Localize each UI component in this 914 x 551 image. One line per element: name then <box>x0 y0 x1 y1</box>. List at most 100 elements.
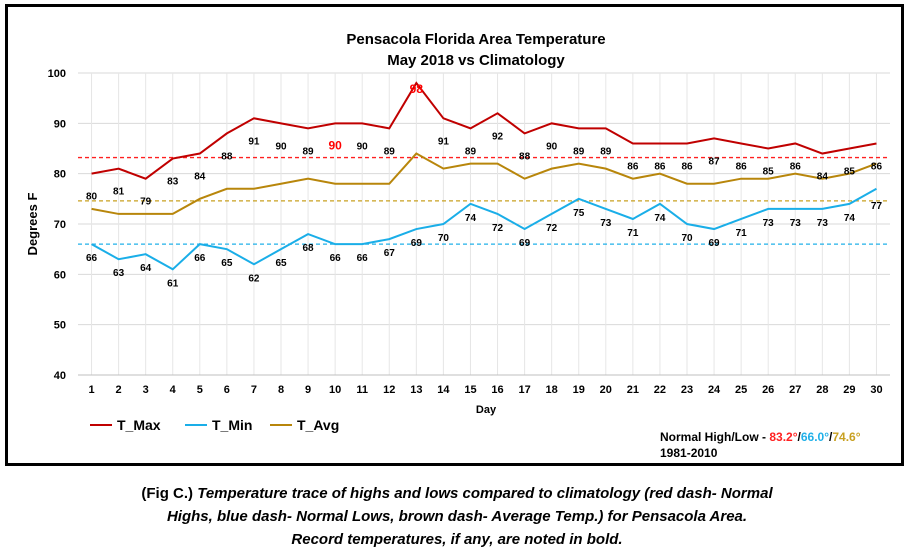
temperature-chart: Pensacola Florida Area Temperature May 20… <box>25 31 890 460</box>
x-tick-label: 26 <box>762 384 774 396</box>
data-label-tmax: 86 <box>627 161 639 172</box>
data-label-tmax: 80 <box>86 192 98 203</box>
data-label-tmin: 71 <box>736 228 748 239</box>
x-tick-label: 21 <box>627 384 639 396</box>
y-tick-label: 90 <box>54 118 66 130</box>
data-label-tmax: 91 <box>248 136 260 147</box>
data-label-tmax: 89 <box>384 146 396 157</box>
data-label-tmax: 86 <box>681 161 693 172</box>
x-tick-label: 4 <box>170 384 177 396</box>
data-label-tmax: 90 <box>275 141 287 152</box>
data-label-tmax: 84 <box>817 172 829 183</box>
data-label-tmax: 81 <box>113 187 125 198</box>
data-label-tmax: 90 <box>357 141 369 152</box>
x-tick-label: 10 <box>329 384 341 396</box>
x-tick-label: 20 <box>600 384 612 396</box>
data-label-tmax: 84 <box>194 172 206 183</box>
data-label-tmin: 62 <box>248 273 260 284</box>
data-label-tmin: 66 <box>194 253 206 264</box>
data-label-tmin: 66 <box>330 253 342 264</box>
data-label-tmin: 72 <box>546 223 558 234</box>
x-tick-label: 29 <box>843 384 855 396</box>
data-label-tmin: 74 <box>465 213 477 224</box>
legend-label: T_Min <box>212 417 252 433</box>
data-label-tmax: 88 <box>519 151 531 162</box>
data-label-tmax: 89 <box>465 146 477 157</box>
data-label-tmin: 74 <box>654 213 666 224</box>
y-tick-label: 60 <box>54 269 66 281</box>
data-label-tmin: 77 <box>871 201 883 212</box>
data-label-tmax: 90 <box>328 138 342 152</box>
x-tick-label: 15 <box>464 384 476 396</box>
data-label-tmin: 69 <box>709 238 721 249</box>
series-line-t-avg <box>91 152 877 215</box>
data-label-tmax: 85 <box>844 167 856 178</box>
data-label-tmin: 70 <box>681 233 693 244</box>
data-label-tmin: 66 <box>357 253 369 264</box>
series-line-t-max <box>91 81 877 180</box>
x-tick-label: 24 <box>708 384 721 396</box>
y-axis-label: Degrees F <box>25 193 40 256</box>
x-tick-label: 12 <box>383 384 395 396</box>
data-label-tmin: 69 <box>411 238 423 249</box>
data-label-tmin: 63 <box>113 268 125 279</box>
x-tick-label: 28 <box>816 384 828 396</box>
data-label-tmax: 86 <box>871 161 883 172</box>
data-label-tmax: 91 <box>438 136 450 147</box>
data-label-tmin: 61 <box>167 278 179 289</box>
caption-lead: (Fig C.) <box>141 485 198 502</box>
data-label-tmin: 68 <box>303 243 315 254</box>
x-tick-label: 16 <box>491 384 503 396</box>
normals-annotation-part: Normal High/Low - <box>660 430 769 444</box>
data-label-tmax: 89 <box>303 146 315 157</box>
caption-line-1: (Fig C.) Temperature trace of highs and … <box>0 482 914 505</box>
chart-title: Pensacola Florida Area Temperature <box>346 31 605 48</box>
y-tick-label: 40 <box>54 370 66 382</box>
x-tick-label: 19 <box>573 384 585 396</box>
x-tick-label: 7 <box>251 384 257 396</box>
normals-annotation-part: 83.2° <box>769 430 797 444</box>
data-label-tmax: 88 <box>221 151 233 162</box>
normals-period: 1981-2010 <box>660 446 718 460</box>
x-tick-label: 23 <box>681 384 693 396</box>
legend-label: T_Avg <box>297 417 339 433</box>
data-label-tmax: 86 <box>654 161 666 172</box>
data-label-tmin: 73 <box>790 218 802 229</box>
x-tick-label: 5 <box>197 384 203 396</box>
data-label-tmin: 73 <box>817 218 829 229</box>
x-tick-label: 13 <box>410 384 422 396</box>
caption-line-2: Highs, blue dash- Normal Lows, brown das… <box>166 508 748 525</box>
series-line-t-min <box>91 187 877 271</box>
caption-line-3: Record temperatures, if any, are noted i… <box>291 531 623 548</box>
data-label-tmax: 87 <box>709 156 721 167</box>
data-label-tmin: 65 <box>275 258 287 269</box>
data-label-tmin: 70 <box>438 233 450 244</box>
x-tick-label: 17 <box>518 384 530 396</box>
x-tick-label: 2 <box>116 384 122 396</box>
data-label-tmax: 98 <box>410 82 424 96</box>
data-label-tmin: 73 <box>600 218 612 229</box>
chart-frame <box>5 4 904 466</box>
x-axis-label: Day <box>476 404 497 416</box>
x-tick-label: 11 <box>356 384 368 396</box>
y-tick-label: 70 <box>54 219 66 231</box>
data-label-tmin: 65 <box>221 258 233 269</box>
normals-annotation: Normal High/Low - 83.2°/66.0°/74.6° <box>660 430 861 444</box>
normals-annotation-part: / <box>829 430 833 444</box>
data-label-tmin: 72 <box>492 223 504 234</box>
x-tick-label: 27 <box>789 384 801 396</box>
chart-subtitle: May 2018 vs Climatology <box>387 52 565 69</box>
x-tick-label: 25 <box>735 384 747 396</box>
data-label-tmax: 90 <box>546 141 558 152</box>
x-tick-label: 18 <box>546 384 558 396</box>
data-label-tmax: 86 <box>790 161 802 172</box>
data-label-tmax: 89 <box>573 146 585 157</box>
data-label-tmin: 73 <box>763 218 775 229</box>
data-label-tmin: 75 <box>573 208 585 219</box>
figure-caption: (Fig C.) Temperature trace of highs and … <box>0 482 914 551</box>
data-label-tmin: 74 <box>844 213 856 224</box>
x-tick-label: 14 <box>437 384 450 396</box>
data-label-tmax: 79 <box>140 197 152 208</box>
x-tick-label: 30 <box>870 384 882 396</box>
data-label-tmin: 66 <box>86 253 98 264</box>
